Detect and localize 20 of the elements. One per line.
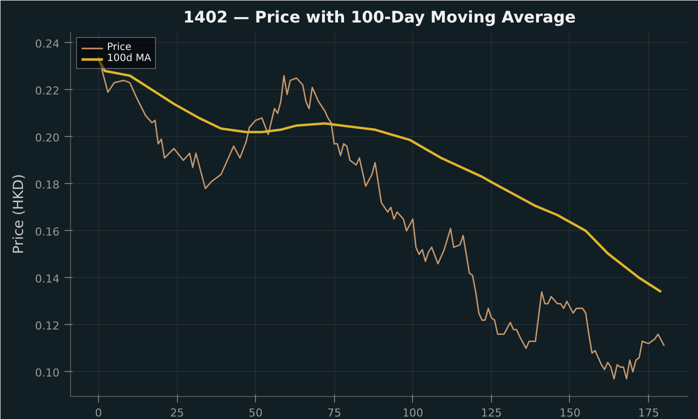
chart-title: 1402 — Price with 100-Day Moving Average [183, 8, 576, 26]
y-axis-title: Price (HKD) [11, 174, 28, 254]
y-tick-label: 0.20 [35, 131, 60, 144]
legend-label: Price [107, 42, 132, 53]
y-tick-label: 0.14 [35, 272, 60, 286]
y-tick-label: 0.16 [35, 225, 60, 238]
x-tick-label: 150 [559, 406, 580, 419]
x-tick-label: 75 [327, 406, 342, 419]
y-tick-label: 0.22 [35, 84, 60, 98]
y-tick-label: 0.12 [35, 319, 60, 332]
x-tick-label: 175 [638, 406, 660, 419]
x-tick-label: 125 [480, 406, 502, 419]
y-tick-label: 0.10 [35, 366, 60, 380]
x-tick-label: 50 [248, 406, 263, 419]
x-tick-label: 0 [94, 406, 102, 419]
x-tick-label: 25 [170, 406, 184, 419]
x-tick-label: 100 [402, 406, 424, 419]
y-tick-label: 0.18 [35, 178, 60, 192]
y-tick-label: 0.24 [35, 37, 60, 50]
legend-label: 100d MA [107, 53, 152, 64]
